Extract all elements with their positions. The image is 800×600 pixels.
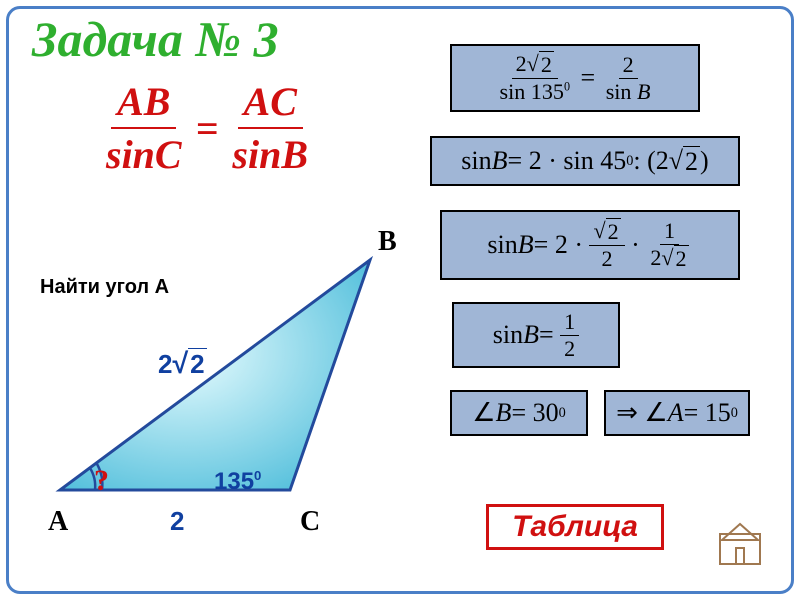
triangle-shape bbox=[60, 260, 370, 490]
title: Задача № 3 bbox=[32, 10, 279, 68]
sines-law-formula: AB sinC = AC sinB bbox=[100, 78, 314, 178]
step-5-box: ∠B = 300 bbox=[450, 390, 588, 436]
table-button[interactable]: Таблица bbox=[486, 504, 664, 550]
angle-c-val: 135 bbox=[214, 468, 254, 495]
side-ab-rad: 2 bbox=[188, 348, 206, 380]
vertex-c: C bbox=[300, 506, 320, 538]
vertex-b: B bbox=[378, 226, 397, 258]
side-ab-label: 2√2 bbox=[158, 348, 207, 381]
fraction-left: AB sinC bbox=[100, 78, 188, 178]
frac-right-den: sinB bbox=[226, 129, 314, 178]
frac-left-den: sinC bbox=[100, 129, 188, 178]
side-ac-label: 2 bbox=[170, 506, 184, 537]
step-2-box: sin B = 2 · sin 450 : (2√2) bbox=[430, 136, 740, 186]
fraction-right: AC sinB bbox=[226, 78, 314, 178]
step-3-box: sin B = 2 · √22 · 12√2 bbox=[440, 210, 740, 280]
home-icon[interactable] bbox=[716, 520, 764, 568]
vertex-a: A bbox=[48, 506, 68, 538]
side-ab-coef: 2 bbox=[158, 349, 172, 379]
step-4-box: sin B = 12 bbox=[452, 302, 620, 368]
step-1-box: 2√2sin 1350 = 2sin B bbox=[450, 44, 700, 112]
step-6-box: ⇒ ∠A = 150 bbox=[604, 390, 750, 436]
frac-right-num: AC bbox=[238, 78, 303, 129]
equals-sign: = bbox=[196, 105, 219, 152]
angle-c-deg: 0 bbox=[254, 468, 261, 483]
frac-left-num: AB bbox=[111, 78, 176, 129]
angle-c-label: 1350 bbox=[214, 468, 261, 496]
angle-a-question: ? bbox=[94, 464, 109, 498]
triangle-diagram: A B C 2√2 2 1350 ? bbox=[40, 220, 420, 530]
